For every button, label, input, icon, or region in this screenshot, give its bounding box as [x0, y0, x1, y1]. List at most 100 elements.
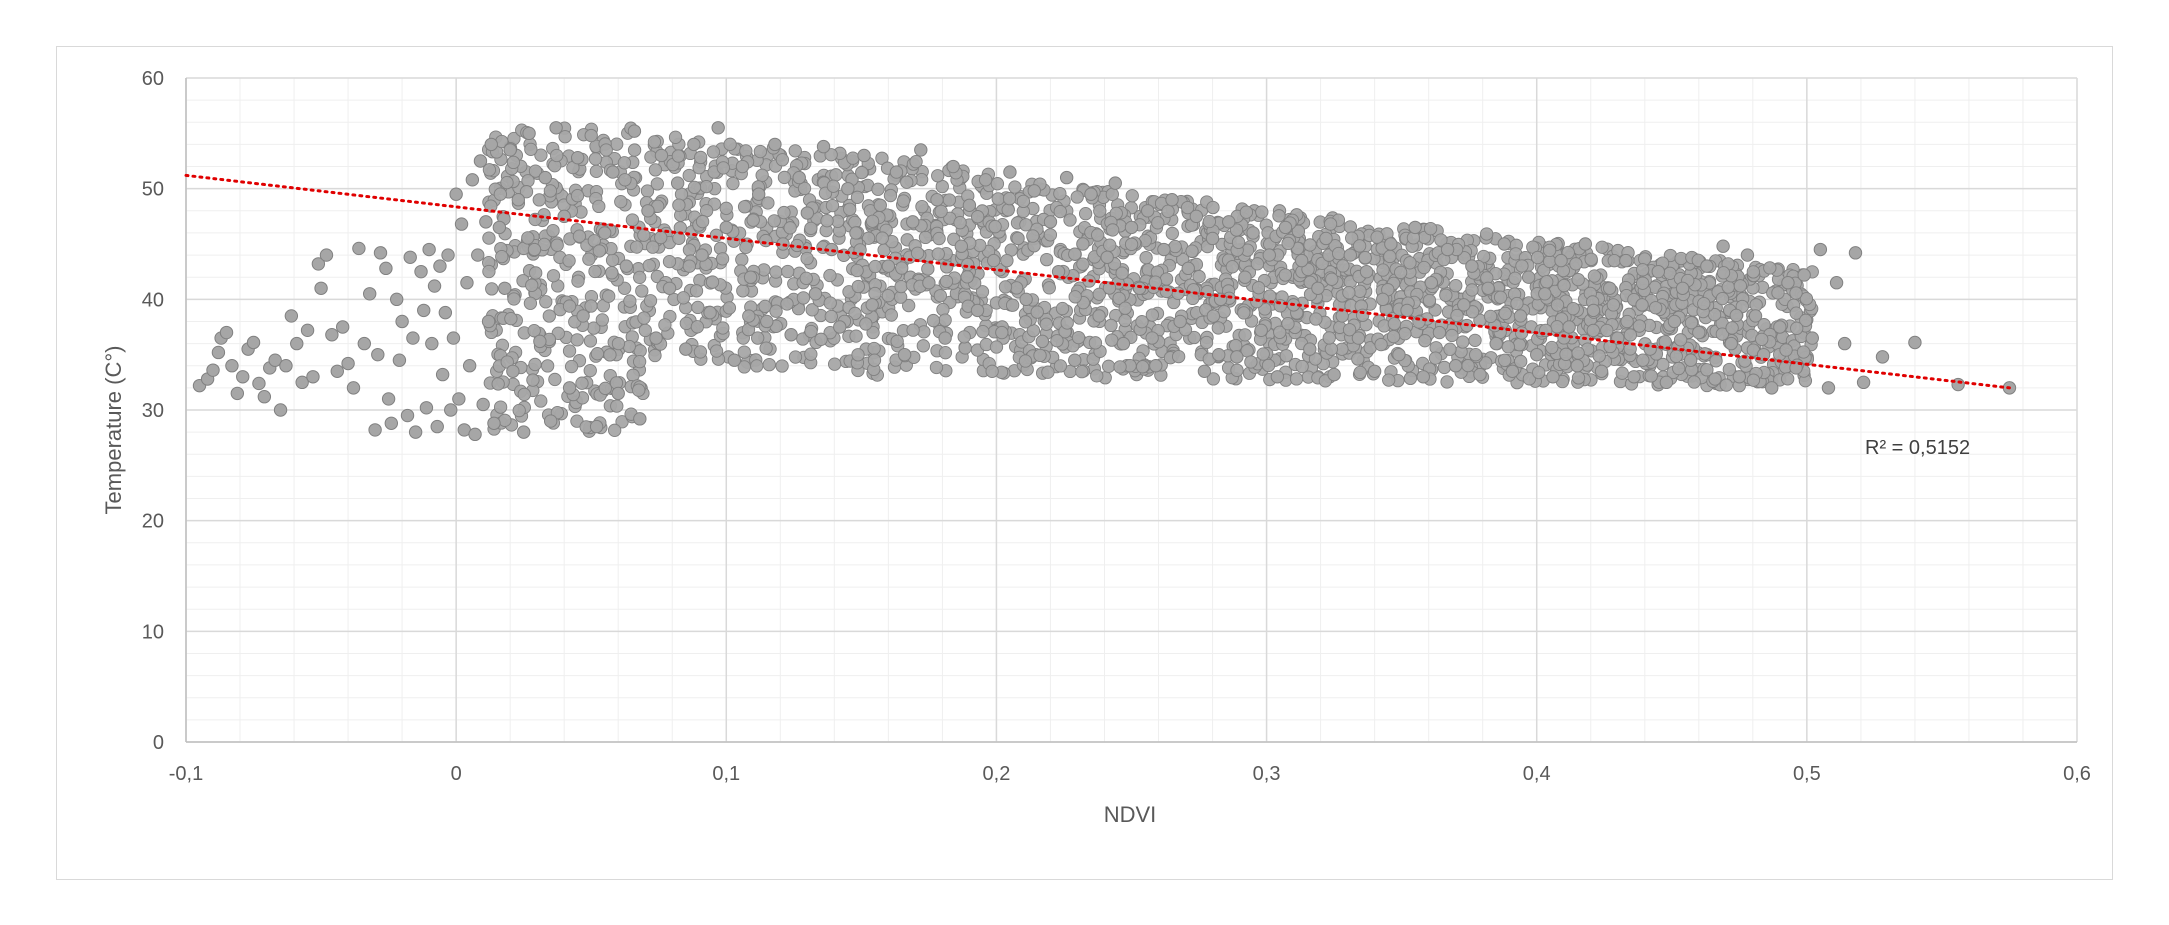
x-tick-label: -0,1	[169, 763, 203, 785]
data-point	[1035, 334, 1050, 349]
cloud-point	[1001, 203, 1015, 217]
cloud-point	[676, 291, 691, 305]
cloud-point	[1323, 217, 1338, 231]
cloud-point	[504, 312, 518, 326]
cloud-point	[1356, 308, 1370, 322]
cloud-point	[918, 230, 933, 245]
cloud-point	[1103, 238, 1117, 252]
y-tick-labels: 0 10 20 30 40 50 60	[142, 68, 164, 754]
cloud-point	[1336, 259, 1350, 273]
cloud-point	[588, 264, 602, 279]
data-point	[670, 176, 685, 190]
cloud-point	[1771, 286, 1785, 300]
data-point	[1376, 292, 1390, 307]
cloud-point	[736, 284, 750, 298]
cloud-point	[934, 204, 948, 218]
data-point	[970, 303, 985, 318]
data-point	[1651, 264, 1665, 279]
cloud-point	[1115, 266, 1129, 280]
cloud-point	[642, 258, 656, 273]
x-tick-label: 0,5	[1793, 763, 1821, 785]
data-point	[1367, 364, 1382, 378]
data-point	[1351, 331, 1366, 345]
cloud-point	[1450, 308, 1464, 323]
cloud-point	[931, 247, 945, 261]
data-point	[427, 279, 442, 293]
cloud-point	[1669, 349, 1683, 363]
cloud-point	[1063, 213, 1077, 227]
cloud-point	[1715, 291, 1730, 306]
cloud-point	[867, 341, 881, 356]
cloud-point	[1091, 228, 1105, 242]
data-point	[446, 331, 461, 345]
cloud-point	[783, 221, 797, 235]
cloud-point	[746, 213, 760, 227]
cloud-point	[1273, 299, 1287, 313]
data-point	[679, 342, 693, 356]
cloud-point	[1398, 327, 1412, 341]
data-point	[444, 403, 458, 417]
x-tick-labels: -0,1 0 0,1 0,2 0,3 0,4 0,5 0,6	[169, 763, 2091, 785]
data-point	[273, 403, 288, 417]
data-point	[1343, 248, 1358, 262]
cloud-point	[716, 321, 730, 335]
cloud-point	[716, 161, 730, 175]
data-point	[1578, 237, 1593, 251]
cloud-point	[906, 323, 920, 337]
cloud-point	[1113, 360, 1127, 374]
data-point	[1619, 253, 1633, 268]
cloud-point	[1090, 369, 1104, 383]
cloud-point	[868, 286, 882, 301]
cloud-point	[1636, 263, 1650, 277]
cloud-point	[1343, 220, 1357, 234]
cloud-point	[1000, 253, 1014, 268]
data-point	[492, 220, 507, 235]
data-point	[1132, 281, 1147, 295]
cloud-point	[706, 145, 721, 159]
cloud-point	[491, 377, 505, 391]
data-point	[1222, 215, 1236, 229]
data-point	[357, 336, 371, 351]
data-point	[889, 165, 904, 179]
data-point	[1829, 276, 1844, 290]
cloud-point	[1684, 316, 1699, 330]
data-point	[422, 242, 436, 257]
cloud-point	[1649, 301, 1663, 315]
cloud-point	[595, 313, 609, 327]
cloud-point	[1172, 349, 1186, 364]
data-point	[430, 419, 444, 434]
cloud-point	[753, 144, 768, 159]
data-point	[468, 427, 482, 442]
cloud-point	[482, 163, 497, 177]
cloud-point	[1387, 317, 1402, 331]
cloud-point	[990, 177, 1005, 191]
data-point	[425, 336, 439, 351]
data-point	[946, 159, 960, 174]
cloud-point	[750, 359, 764, 373]
cloud-point	[1118, 301, 1132, 315]
data-point	[1043, 215, 1058, 229]
cloud-point	[1571, 272, 1585, 287]
cloud-point	[823, 268, 837, 283]
cloud-point	[532, 193, 546, 207]
data-point	[1303, 342, 1317, 356]
cloud-point	[1187, 330, 1201, 345]
data-point	[471, 248, 485, 262]
data-point	[543, 414, 558, 428]
data-point	[760, 314, 774, 329]
cloud-point	[1019, 218, 1033, 232]
data-point	[1092, 309, 1106, 323]
x-tick-label: 0,3	[1253, 763, 1281, 785]
cloud-point	[1789, 306, 1803, 320]
data-point	[1294, 253, 1309, 268]
data-point	[1773, 320, 1787, 334]
cloud-point	[843, 202, 857, 216]
cloud-point	[1068, 247, 1082, 261]
cloud-point	[759, 341, 773, 355]
data-point	[1481, 281, 1495, 295]
cloud-point	[1342, 323, 1357, 337]
cloud-point	[960, 270, 974, 284]
cloud-point	[1514, 326, 1529, 340]
cloud-point	[1440, 375, 1454, 389]
data-point	[449, 187, 463, 201]
